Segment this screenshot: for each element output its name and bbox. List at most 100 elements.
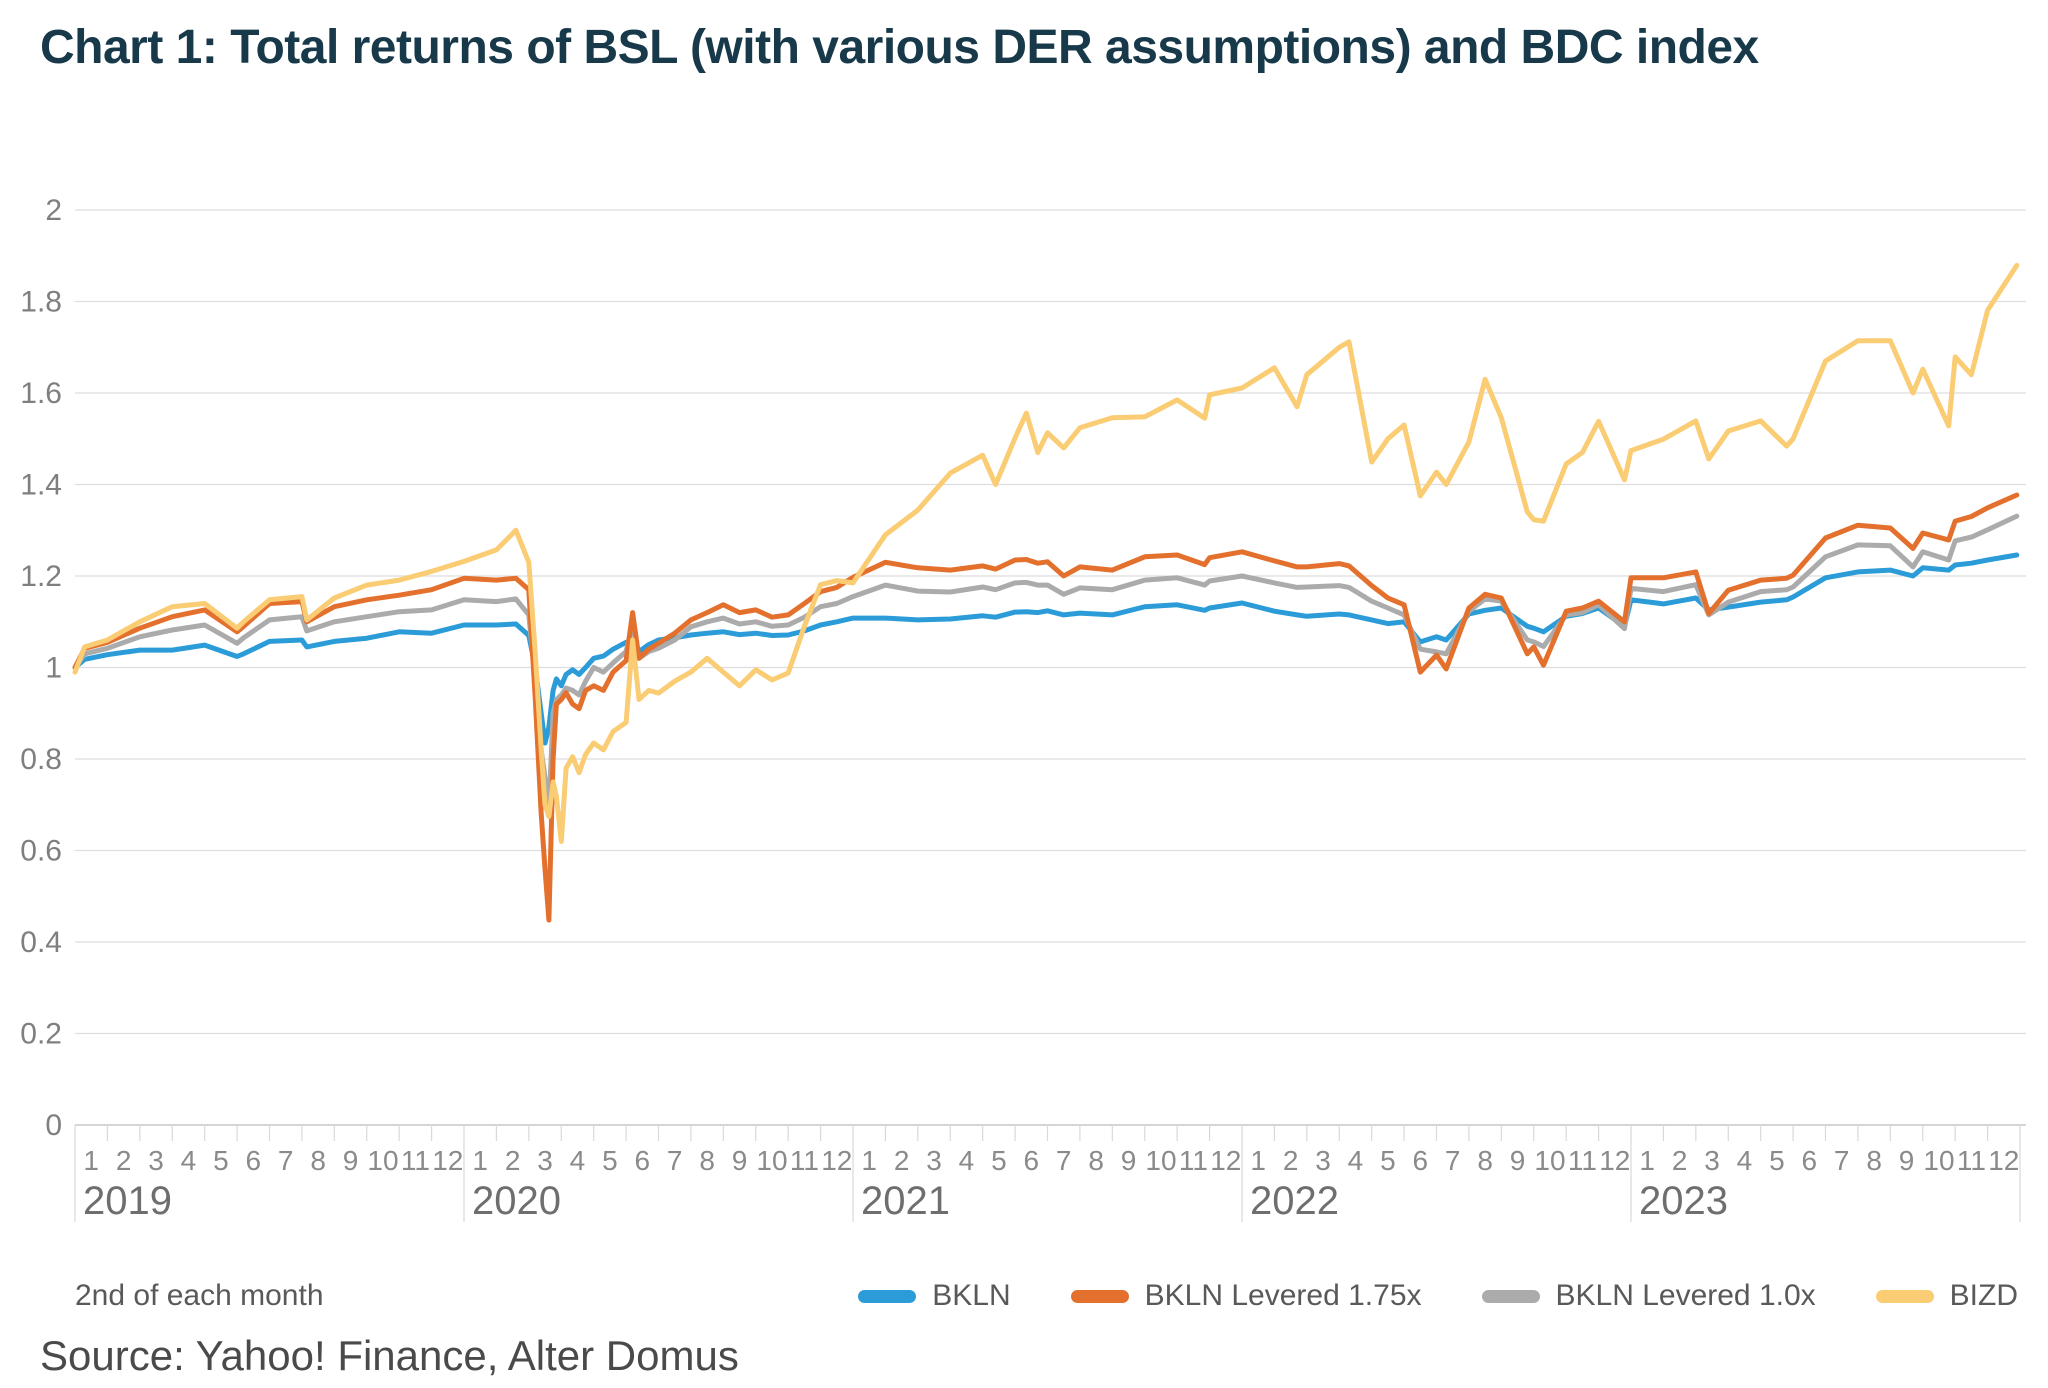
- gridlines: [75, 209, 2026, 1126]
- legend-item-bkln-levered-175: BKLN Levered 1.75x: [1070, 1279, 1422, 1313]
- svg-text:1.6: 1.6: [20, 377, 62, 410]
- svg-text:12: 12: [1988, 1145, 2019, 1176]
- svg-text:12: 12: [432, 1145, 463, 1176]
- svg-text:8: 8: [310, 1145, 326, 1176]
- legend-swatch-bkln-icon: [858, 1289, 917, 1303]
- svg-text:8: 8: [1088, 1145, 1104, 1176]
- svg-text:2: 2: [1283, 1145, 1299, 1176]
- svg-text:8: 8: [699, 1145, 715, 1176]
- svg-text:1: 1: [1250, 1145, 1266, 1176]
- svg-text:10: 10: [756, 1145, 787, 1176]
- svg-text:1: 1: [472, 1145, 488, 1176]
- svg-text:2: 2: [894, 1145, 910, 1176]
- legend-label-bkln-levered-10: BKLN Levered 1.0x: [1555, 1279, 1816, 1312]
- series-line-bkln-levered-1-75x: [72, 492, 2020, 923]
- legend-item-bizd: BIZD: [1875, 1279, 2018, 1313]
- svg-text:2021: 2021: [861, 1179, 950, 1223]
- svg-text:0: 0: [45, 1109, 62, 1142]
- svg-text:5: 5: [602, 1145, 618, 1176]
- svg-text:11: 11: [401, 1145, 430, 1176]
- svg-text:1: 1: [83, 1145, 99, 1176]
- svg-text:1.4: 1.4: [20, 469, 62, 502]
- chart-title: Chart 1: Total returns of BSL (with vari…: [40, 21, 1759, 74]
- svg-text:1.8: 1.8: [20, 286, 62, 319]
- svg-text:9: 9: [1121, 1145, 1137, 1176]
- svg-text:3: 3: [926, 1145, 942, 1176]
- svg-text:3: 3: [537, 1145, 553, 1176]
- svg-text:2020: 2020: [472, 1179, 561, 1223]
- svg-text:9: 9: [732, 1145, 748, 1176]
- legend-swatch-bkln-levered-175-icon: [1070, 1289, 1129, 1303]
- svg-text:4: 4: [570, 1145, 586, 1176]
- svg-text:7: 7: [1834, 1145, 1850, 1176]
- svg-text:11: 11: [790, 1145, 819, 1176]
- svg-text:1.2: 1.2: [20, 560, 62, 593]
- legend-label-bkln: BKLN: [932, 1279, 1011, 1312]
- svg-text:2023: 2023: [1639, 1179, 1728, 1223]
- svg-text:4: 4: [1348, 1145, 1364, 1176]
- svg-text:5: 5: [991, 1145, 1007, 1176]
- svg-text:1: 1: [45, 652, 62, 685]
- svg-text:12: 12: [821, 1145, 852, 1176]
- svg-text:5: 5: [1769, 1145, 1785, 1176]
- year-labels: 2019 2020 2021 2022 2023: [83, 1179, 1728, 1223]
- legend-item-bkln: BKLN: [858, 1279, 1011, 1313]
- svg-text:7: 7: [1445, 1145, 1461, 1176]
- svg-text:2: 2: [1672, 1145, 1688, 1176]
- x-axis-note: 2nd of each month: [75, 1279, 324, 1312]
- legend-swatch-bkln-levered-10-icon: [1481, 1289, 1540, 1303]
- svg-text:10: 10: [367, 1145, 398, 1176]
- svg-text:12: 12: [1210, 1145, 1241, 1176]
- svg-text:2: 2: [116, 1145, 132, 1176]
- svg-text:9: 9: [343, 1145, 359, 1176]
- svg-text:4: 4: [959, 1145, 975, 1176]
- svg-text:12: 12: [1599, 1145, 1630, 1176]
- svg-text:0.4: 0.4: [20, 926, 62, 959]
- svg-text:5: 5: [213, 1145, 229, 1176]
- svg-text:10: 10: [1923, 1145, 1954, 1176]
- svg-text:0.6: 0.6: [20, 835, 62, 868]
- svg-text:3: 3: [148, 1145, 164, 1176]
- svg-text:3: 3: [1704, 1145, 1720, 1176]
- legend-item-bkln-levered-10: BKLN Levered 1.0x: [1481, 1279, 1816, 1313]
- svg-text:1: 1: [861, 1145, 877, 1176]
- svg-text:1: 1: [1639, 1145, 1655, 1176]
- svg-text:8: 8: [1477, 1145, 1493, 1176]
- svg-text:11: 11: [1957, 1145, 1986, 1176]
- series-line-bizd: [72, 262, 2020, 844]
- svg-text:7: 7: [667, 1145, 683, 1176]
- svg-text:8: 8: [1866, 1145, 1882, 1176]
- svg-text:9: 9: [1510, 1145, 1526, 1176]
- legend-swatch-bizd-icon: [1875, 1289, 1934, 1303]
- legend: BKLN BKLN Levered 1.75x BKLN Levered 1.0…: [858, 1279, 2018, 1313]
- svg-text:2: 2: [505, 1145, 521, 1176]
- chart-footer-row: 2nd of each month BKLN BKLN Levered 1.75…: [75, 1272, 2018, 1320]
- month-labels: 1 2 3 4 5 6 7 8 9 10 11 12 1 2 3 4 5 6 7 8 9 10 11 12 1 2 3 4 5 6 7 8 9 1…: [83, 1145, 2019, 1176]
- svg-text:6: 6: [246, 1145, 262, 1176]
- x-axis-ticks: [74, 1125, 2021, 1222]
- svg-text:3: 3: [1315, 1145, 1331, 1176]
- svg-text:6: 6: [635, 1145, 651, 1176]
- svg-text:2022: 2022: [1250, 1179, 1339, 1223]
- svg-text:11: 11: [1568, 1145, 1597, 1176]
- svg-text:2: 2: [45, 194, 62, 227]
- svg-text:6: 6: [1413, 1145, 1429, 1176]
- svg-text:4: 4: [1737, 1145, 1753, 1176]
- svg-text:10: 10: [1145, 1145, 1176, 1176]
- svg-text:0.2: 0.2: [20, 1018, 62, 1051]
- source-attribution: Source: Yahoo! Finance, Alter Domus: [40, 1332, 739, 1379]
- svg-text:4: 4: [181, 1145, 197, 1176]
- svg-text:6: 6: [1024, 1145, 1040, 1176]
- svg-text:6: 6: [1802, 1145, 1818, 1176]
- svg-text:7: 7: [1056, 1145, 1072, 1176]
- svg-text:2019: 2019: [83, 1179, 172, 1223]
- svg-text:0.8: 0.8: [20, 743, 62, 776]
- svg-text:9: 9: [1899, 1145, 1915, 1176]
- y-axis-labels: 0 0.2 0.4 0.6 0.8 1 1.2 1.4 1.6 1.8 2: [20, 194, 62, 1142]
- svg-text:5: 5: [1380, 1145, 1396, 1176]
- legend-label-bizd: BIZD: [1949, 1279, 2018, 1312]
- svg-text:7: 7: [278, 1145, 294, 1176]
- svg-text:10: 10: [1534, 1145, 1565, 1176]
